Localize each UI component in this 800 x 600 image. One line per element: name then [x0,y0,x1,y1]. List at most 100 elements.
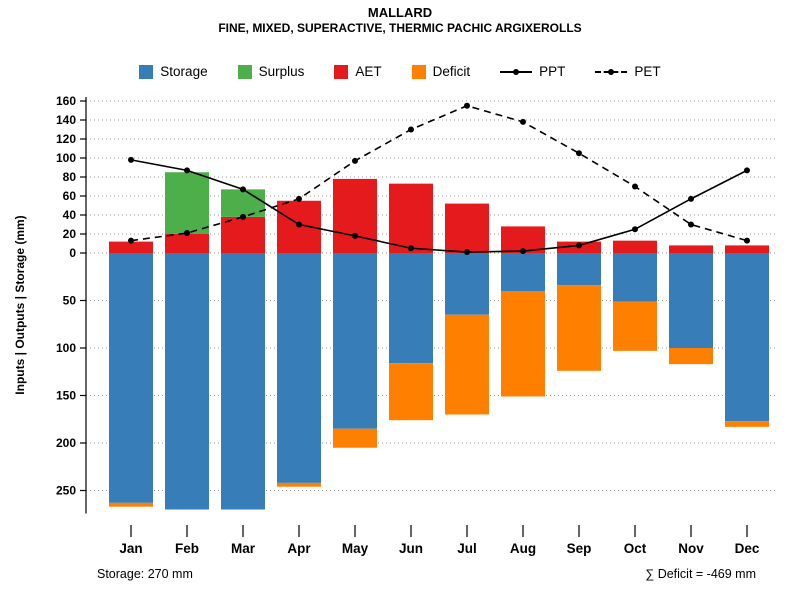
storage-bar [557,253,601,286]
aet-bar [333,178,377,253]
legend-swatch-deficit [411,64,426,79]
aet-bar [165,234,209,253]
y-tick-label: 160 [56,94,76,108]
ppt-point [520,248,526,255]
ppt-point [184,167,190,174]
pet-line [130,104,748,242]
legend-item-surplus: Surplus [237,64,305,79]
pet-point [128,237,134,244]
storage-bar [333,253,377,429]
legend-swatch-pet-line-icon [595,68,628,75]
y-tick-label: 250 [56,484,76,498]
pet-point [240,213,246,220]
y-tick-label: 0 [69,246,76,260]
storage-bar [389,253,433,364]
deficit-bar [445,314,489,415]
legend-label-storage: Storage [160,64,208,79]
chart-title: MALLARD [367,5,433,20]
y-tick-label: 140 [56,113,76,127]
pet-point [464,102,470,109]
chart-subtitle: FINE, MIXED, SUPERACTIVE, THERMIC PACHIC… [218,21,582,35]
deficit-bar [613,301,657,351]
x-tick-label: Jul [457,541,477,556]
legend-item-deficit: Deficit [411,64,471,79]
x-tick-label: Dec [735,541,760,556]
ppt-point [352,232,358,239]
ppt-point [464,249,470,256]
aet-bar [725,245,769,253]
pet-point [408,126,414,133]
storage-note: Storage: 270 mm [97,567,193,581]
legend-item-aet: AET [334,64,382,79]
x-tick-label: Sep [567,541,592,556]
y-tick-label: 20 [63,227,77,241]
pet-point [520,118,526,125]
y-tick-label: 100 [56,151,76,165]
pet-point [576,150,582,157]
y-tick-label: 40 [63,208,77,222]
storage-bar [165,253,209,510]
y-tick-label: 150 [56,389,76,403]
pet-point [688,221,694,228]
legend-label-ppt: PPT [539,64,566,79]
storage-bar [725,253,769,422]
pet-point [744,237,750,244]
legend-label-aet: AET [355,64,382,79]
aet-bar [445,203,489,253]
legend-swatch-storage [139,64,154,79]
ppt-point [576,242,582,249]
ppt-point [296,221,302,228]
legend-label-pet: PET [634,64,661,79]
legend-item-pet: PET [595,64,661,79]
aet-bar [109,241,153,253]
y-tick-label: 50 [63,294,77,308]
legend-label-surplus: Surplus [258,64,305,79]
aet-bar [669,245,713,253]
y-tick-label: 100 [56,341,76,355]
legend-item-ppt: PPT [500,64,565,79]
storage-bar [501,253,545,291]
storage-bar [109,253,153,503]
y-tick-label: 120 [56,132,76,146]
deficit-bar [333,428,377,448]
ppt-point [240,186,246,193]
deficit-bar [557,285,601,371]
aet-bar [613,240,657,253]
y-tick-label: 60 [63,189,77,203]
deficit-note: ∑ Deficit = -469 mm [645,567,756,581]
deficit-bar [277,482,321,487]
x-tick-label: Jan [119,541,142,556]
deficit-bar [389,363,433,421]
x-tick-label: Oct [624,541,647,556]
pet-point [352,157,358,164]
deficit-bar [501,291,545,397]
surplus-bar [221,189,265,217]
x-tick-label: Apr [287,541,311,556]
x-tick-label: Aug [510,541,536,556]
legend-label-deficit: Deficit [432,64,471,79]
ppt-point [632,226,638,233]
ppt-point [744,167,750,174]
deficit-bar [109,502,153,507]
x-tick-label: Feb [175,541,199,556]
y-tick-label: 200 [56,436,76,450]
deficit-bar [669,348,713,365]
storage-bar [221,253,265,510]
x-tick-label: Nov [678,541,704,556]
chart-legend: Storage Surplus AET Deficit PPT PET [0,64,800,79]
ppt-line [130,159,748,253]
storage-bar [669,253,713,348]
deficit-bar [725,421,769,427]
legend-swatch-surplus [237,64,252,79]
pet-point [296,195,302,202]
pet-point [632,183,638,190]
storage-bar [445,253,489,315]
aet-bar [389,183,433,253]
pet-point [184,230,190,237]
ppt-point [128,156,134,163]
water-balance-plot: 0 20 40 60 80 100 120 140 160 50 100 150 200 250 Jan Fe… [56,94,776,556]
ppt-point [688,195,694,202]
legend-item-storage: Storage [139,64,208,79]
legend-swatch-ppt-line-icon [500,68,533,75]
